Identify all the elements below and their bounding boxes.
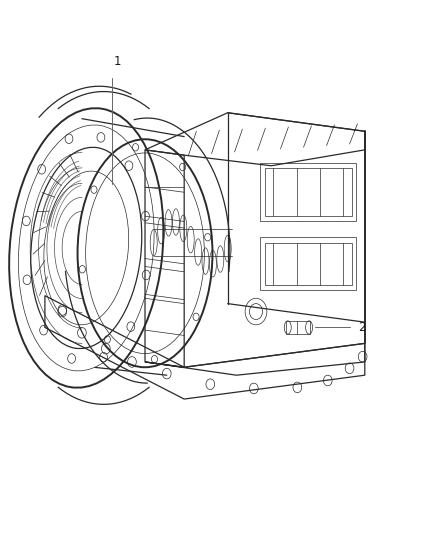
Bar: [286, 321, 311, 334]
Text: 1: 1: [114, 55, 121, 68]
Bar: [260, 237, 356, 290]
Bar: [265, 168, 352, 216]
Bar: [265, 243, 352, 285]
Text: 2: 2: [358, 321, 366, 334]
Bar: [260, 163, 356, 221]
